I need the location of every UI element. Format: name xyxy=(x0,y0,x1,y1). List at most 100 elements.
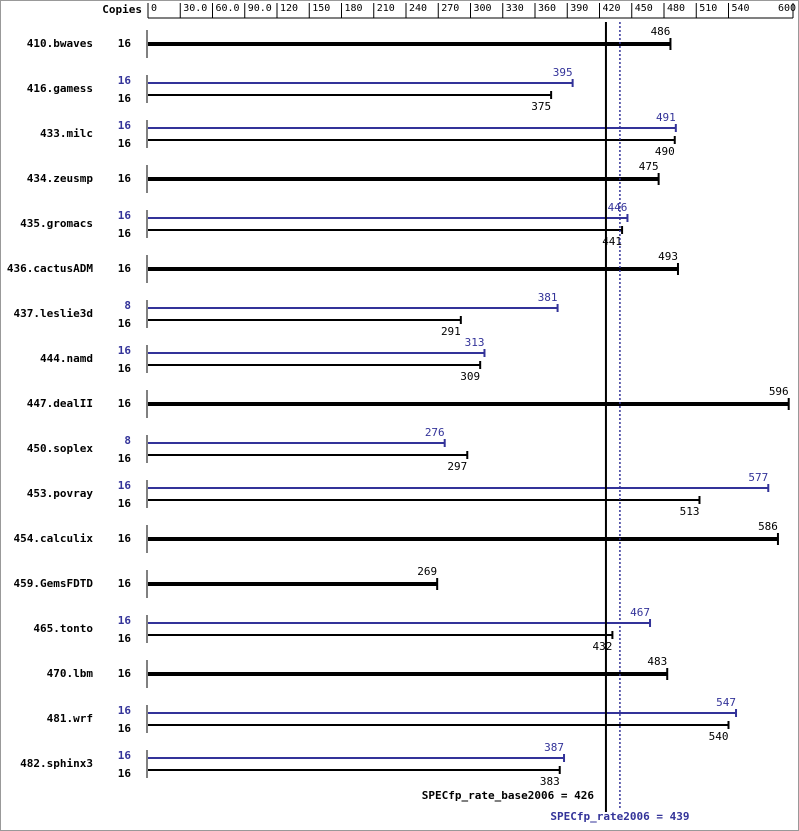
benchmark-name: 444.namd xyxy=(40,352,93,365)
copies: 16 xyxy=(118,577,132,590)
value-label: 291 xyxy=(441,325,461,338)
benchmark-name: 434.zeusmp xyxy=(27,172,94,185)
benchmark-name: 433.milc xyxy=(40,127,93,140)
copies: 16 xyxy=(118,532,132,545)
value-label: 309 xyxy=(460,370,480,383)
value-label: 276 xyxy=(425,426,445,439)
copies: 16 xyxy=(118,397,132,410)
x-tick-label: 510 xyxy=(699,3,717,14)
copies: 16 xyxy=(118,479,132,492)
x-tick-label: 600 xyxy=(778,3,796,14)
bar xyxy=(148,177,659,181)
x-tick-label: 240 xyxy=(409,3,427,14)
x-tick-label: 0 xyxy=(151,3,157,14)
value-label: 383 xyxy=(540,775,560,788)
copies: 16 xyxy=(118,632,132,645)
x-tick-label: 90.0 xyxy=(248,3,272,14)
copies: 16 xyxy=(118,209,132,222)
benchmark-name: 482.sphinx3 xyxy=(20,757,93,770)
x-tick-label: 300 xyxy=(474,3,492,14)
x-tick-label: 390 xyxy=(570,3,588,14)
benchmark-name: 416.gamess xyxy=(27,82,93,95)
value-label: 395 xyxy=(553,66,573,79)
copies: 16 xyxy=(118,722,132,735)
value-label: 513 xyxy=(680,505,700,518)
bar xyxy=(148,42,671,46)
x-tick-label: 60.0 xyxy=(216,3,240,14)
copies: 16 xyxy=(118,92,132,105)
benchmark-name: 481.wrf xyxy=(47,712,93,725)
x-tick-label: 420 xyxy=(603,3,621,14)
value-label: 387 xyxy=(544,741,564,754)
value-label: 491 xyxy=(656,111,676,124)
x-tick-label: 270 xyxy=(441,3,459,14)
x-tick-label: 540 xyxy=(732,3,750,14)
copies: 16 xyxy=(118,614,132,627)
x-tick-label: 360 xyxy=(538,3,556,14)
benchmark-name: 437.leslie3d xyxy=(14,307,93,320)
x-tick-label: 150 xyxy=(312,3,330,14)
value-label: 547 xyxy=(716,696,736,709)
benchmark-name: 447.dealII xyxy=(27,397,93,410)
benchmark-name: 470.lbm xyxy=(47,667,94,680)
x-tick-label: 450 xyxy=(635,3,653,14)
base-score-label: SPECfp_rate_base2006 = 426 xyxy=(422,789,595,802)
copies: 16 xyxy=(118,749,132,762)
copies: 16 xyxy=(118,137,132,150)
value-label: 596 xyxy=(769,385,789,398)
x-tick-label: 210 xyxy=(377,3,395,14)
copies: 16 xyxy=(118,667,132,680)
x-tick-label: 330 xyxy=(506,3,524,14)
copies: 16 xyxy=(118,317,132,330)
copies: 16 xyxy=(118,497,132,510)
bar xyxy=(148,582,438,586)
copies: 16 xyxy=(118,262,132,275)
value-label: 432 xyxy=(593,640,613,653)
copies: 16 xyxy=(118,344,132,357)
value-label: 586 xyxy=(758,520,778,533)
value-label: 381 xyxy=(538,291,558,304)
value-label: 483 xyxy=(647,655,667,668)
benchmark-name: 459.GemsFDTD xyxy=(14,577,94,590)
value-label: 446 xyxy=(608,201,628,214)
benchmark-name: 435.gromacs xyxy=(20,217,93,230)
benchmark-name: 436.cactusADM xyxy=(7,262,93,275)
bar xyxy=(148,267,678,271)
value-label: 441 xyxy=(602,235,622,248)
benchmark-name: 453.povray xyxy=(27,487,94,500)
copies-header: Copies xyxy=(102,3,142,16)
value-label: 540 xyxy=(709,730,729,743)
bar xyxy=(148,537,778,541)
bar xyxy=(148,402,789,406)
copies: 16 xyxy=(118,37,132,50)
value-label: 493 xyxy=(658,250,678,263)
value-label: 475 xyxy=(639,160,659,173)
x-tick-label: 180 xyxy=(345,3,363,14)
bar xyxy=(148,672,668,676)
value-label: 313 xyxy=(465,336,485,349)
value-label: 486 xyxy=(651,25,671,38)
x-tick-label: 120 xyxy=(280,3,298,14)
benchmark-name: 465.tonto xyxy=(33,622,93,635)
copies: 8 xyxy=(124,299,131,312)
value-label: 297 xyxy=(447,460,467,473)
peak-score-label: SPECfp_rate2006 = 439 xyxy=(550,810,689,823)
benchmark-name: 454.calculix xyxy=(14,532,94,545)
copies: 16 xyxy=(118,172,132,185)
copies: 16 xyxy=(118,362,132,375)
benchmark-name: 450.soplex xyxy=(27,442,94,455)
copies: 16 xyxy=(118,767,132,780)
x-tick-label: 480 xyxy=(667,3,685,14)
value-label: 269 xyxy=(417,565,437,578)
copies: 16 xyxy=(118,74,132,87)
x-tick-label: 30.0 xyxy=(183,3,207,14)
benchmark-name: 410.bwaves xyxy=(27,37,93,50)
copies: 16 xyxy=(118,119,132,132)
copies: 8 xyxy=(124,434,131,447)
value-label: 467 xyxy=(630,606,650,619)
copies: 16 xyxy=(118,452,132,465)
value-label: 490 xyxy=(655,145,675,158)
